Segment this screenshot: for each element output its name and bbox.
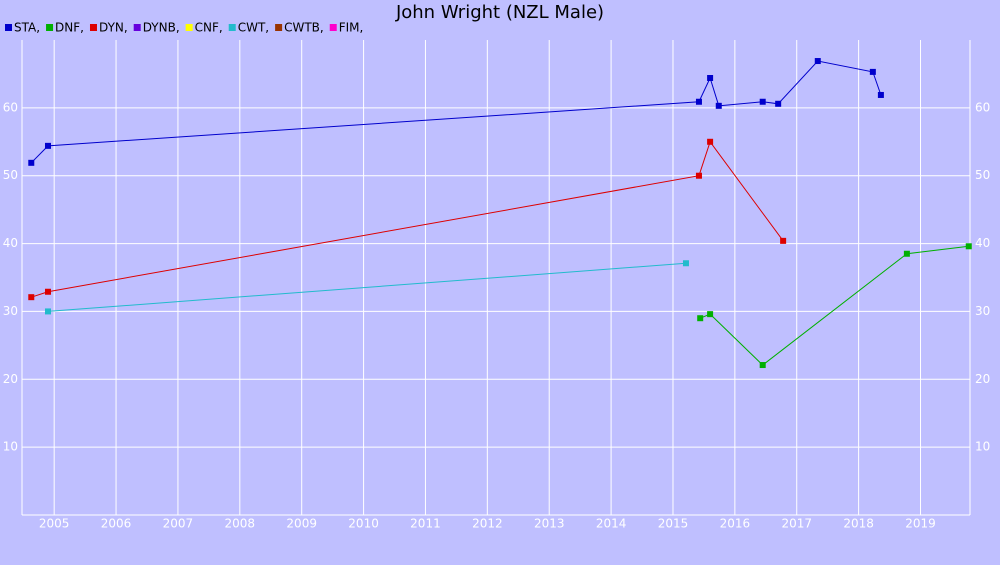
legend-label: DYN, — [99, 21, 128, 35]
x-tick-label: 2019 — [905, 517, 936, 531]
x-tick-label: 2009 — [286, 517, 317, 531]
legend-label: FIM, — [339, 21, 364, 35]
y2-tick-label: 20 — [975, 372, 990, 386]
data-point — [28, 294, 35, 301]
legend-swatch — [329, 24, 337, 31]
data-point — [877, 91, 884, 98]
data-point — [697, 315, 704, 322]
y-tick-label: 20 — [3, 372, 18, 386]
legend-label: DYNB, — [143, 21, 180, 35]
x-tick-label: 2011 — [410, 517, 441, 531]
data-point — [775, 100, 782, 107]
data-point — [903, 250, 910, 257]
legend-label: CWTB, — [284, 21, 324, 35]
x-tick-label: 2015 — [658, 517, 689, 531]
data-point — [965, 243, 972, 250]
chart-title: John Wright (NZL Male) — [395, 2, 604, 23]
series-line — [47, 262, 687, 312]
data-point — [814, 58, 821, 65]
data-point — [707, 311, 714, 318]
x-tick-label: 2016 — [720, 517, 751, 531]
x-tick-label: 2013 — [534, 517, 565, 531]
x-tick-label: 2017 — [781, 517, 812, 531]
x-tick-label: 2006 — [101, 517, 132, 531]
y-tick-label: 50 — [3, 168, 18, 182]
data-point — [869, 68, 876, 75]
y-tick-label: 10 — [3, 440, 18, 454]
data-point — [44, 308, 51, 315]
data-point — [759, 98, 766, 105]
data-point — [28, 159, 35, 166]
legend-swatch — [89, 24, 97, 31]
y-tick-label: 30 — [3, 304, 18, 318]
legend-label: STA, — [14, 21, 40, 35]
data-point — [695, 172, 702, 179]
x-tick-label: 2010 — [348, 517, 379, 531]
legend-label: CNF, — [195, 21, 223, 35]
data-point — [695, 98, 702, 105]
data-point — [780, 237, 787, 244]
y-tick-label: 40 — [3, 236, 18, 250]
data-point — [682, 260, 689, 267]
y2-tick-label: 60 — [975, 100, 990, 114]
y2-tick-label: 50 — [975, 168, 990, 182]
y2-tick-label: 10 — [975, 440, 990, 454]
x-tick-label: 2014 — [596, 517, 627, 531]
legend-swatch — [228, 24, 236, 31]
x-tick-label: 2005 — [39, 517, 70, 531]
legend-label: CWT, — [238, 21, 269, 35]
data-point — [759, 362, 766, 369]
x-tick-label: 2007 — [163, 517, 194, 531]
series-line — [30, 60, 882, 164]
legend-swatch — [133, 24, 141, 31]
legend-swatch — [185, 24, 193, 31]
legend-label: DNF, — [55, 21, 84, 35]
legend-swatch — [46, 24, 54, 31]
data-point — [707, 138, 714, 145]
x-tick-label: 2018 — [843, 517, 874, 531]
data-point — [707, 75, 714, 81]
data-point — [44, 288, 51, 295]
legend-swatch — [275, 24, 283, 31]
x-tick-label: 2012 — [472, 517, 503, 531]
data-point — [715, 102, 722, 109]
legend-swatch — [5, 24, 12, 31]
y-tick-label: 60 — [3, 100, 18, 114]
y2-tick-label: 40 — [975, 236, 990, 250]
y2-tick-label: 30 — [975, 304, 990, 318]
data-point — [44, 142, 51, 149]
x-tick-label: 2008 — [225, 517, 256, 531]
